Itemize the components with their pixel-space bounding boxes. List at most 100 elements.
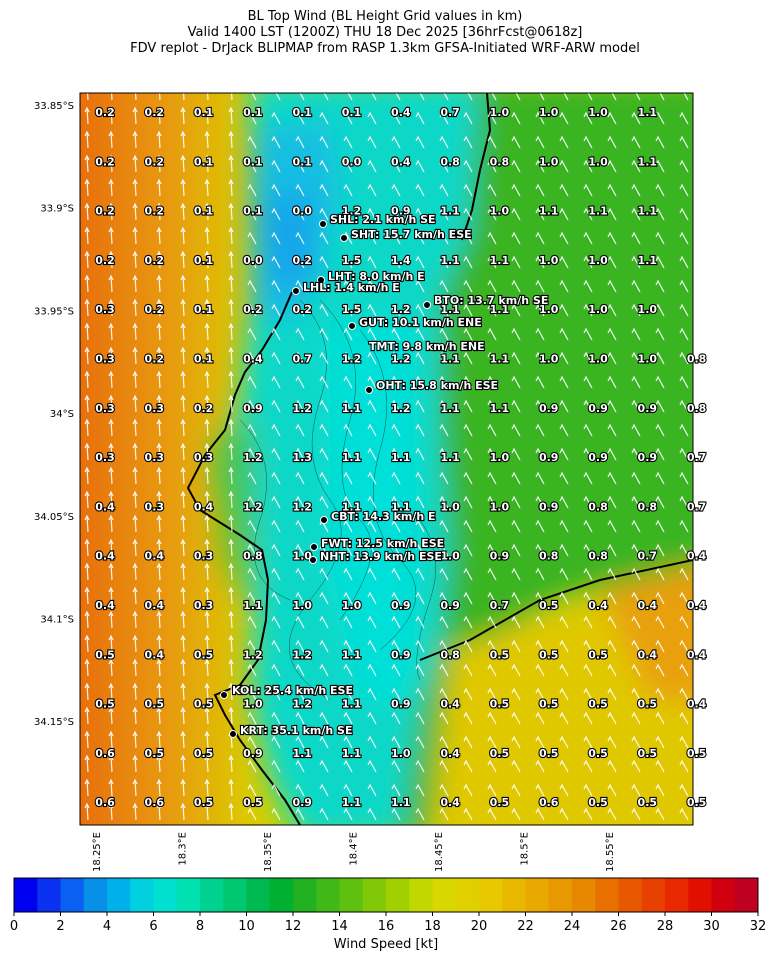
wind-arrow	[156, 538, 162, 557]
wind-arrow	[439, 375, 449, 389]
wind-arrow	[559, 711, 569, 725]
wind-arrow	[391, 135, 401, 149]
wind-arrow	[487, 183, 497, 197]
colorbar-cell	[479, 878, 503, 912]
wind-arrow	[319, 567, 329, 581]
wind-arrow	[271, 351, 281, 365]
wind-arrow	[108, 682, 114, 701]
grid-value: 0.2	[145, 303, 165, 316]
wind-arrow	[655, 735, 665, 749]
wind-arrow	[607, 807, 617, 821]
wind-arrow	[180, 682, 186, 701]
wind-arrow	[535, 399, 545, 413]
wind-arrow	[156, 586, 162, 605]
wind-arrow	[487, 735, 497, 749]
wind-arrow	[655, 375, 665, 389]
wind-arrow	[607, 231, 617, 245]
colorbar-tick-label: 24	[564, 919, 581, 934]
wind-arrow	[391, 375, 401, 389]
wind-arrow	[655, 255, 665, 269]
wind-arrow	[463, 471, 473, 485]
grid-value: 0.9	[391, 698, 411, 711]
wind-arrow	[487, 519, 497, 533]
wind-arrow	[464, 93, 473, 101]
wind-arrow	[180, 754, 186, 773]
wind-arrow	[487, 375, 497, 389]
wind-arrow	[631, 231, 641, 245]
wind-arrow	[84, 442, 90, 461]
wind-arrow	[343, 711, 353, 725]
wind-arrow	[607, 399, 617, 413]
wind-arrow	[228, 250, 234, 269]
wind-arrow	[559, 135, 569, 149]
colorbar-tick-label: 6	[149, 919, 157, 934]
wind-arrow	[132, 682, 138, 701]
wind-arrow	[228, 586, 234, 605]
wind-arrow	[343, 543, 353, 557]
wind-arrow	[559, 183, 569, 197]
wind-arrow	[439, 639, 449, 653]
wind-arrow	[535, 255, 545, 269]
wind-arrow	[439, 279, 449, 293]
wind-arrow	[655, 567, 665, 581]
wind-arrow	[583, 351, 593, 365]
grid-value: 0.6	[145, 796, 165, 809]
wind-arrow	[559, 663, 569, 677]
wind-arrow	[463, 591, 473, 605]
wind-arrow	[295, 687, 305, 701]
wind-arrow	[204, 202, 210, 221]
grid-value: 0.9	[539, 402, 559, 415]
wind-arrow	[295, 231, 305, 245]
wind-arrow	[535, 783, 545, 797]
wind-arrow	[583, 783, 593, 797]
wind-arrow	[156, 202, 162, 221]
wind-arrow	[607, 183, 617, 197]
wind-arrow	[655, 303, 665, 317]
wind-arrow	[631, 159, 641, 173]
wind-arrow	[631, 183, 641, 197]
wind-arrow	[391, 519, 401, 533]
wind-arrow	[180, 298, 186, 317]
grid-value: 0.4	[145, 599, 165, 612]
colorbar-tick-label: 18	[424, 919, 441, 934]
grid-value: 0.4	[687, 648, 707, 661]
wind-arrow	[511, 231, 521, 245]
wind-arrow	[607, 615, 617, 629]
wind-arrow	[631, 687, 641, 701]
wind-arrow	[156, 418, 162, 437]
grid-value: 0.9	[391, 599, 411, 612]
wind-arrow	[295, 759, 305, 773]
wind-arrow	[228, 226, 234, 245]
wind-arrow	[295, 591, 305, 605]
wind-arrow	[204, 778, 210, 797]
wind-arrow	[416, 93, 425, 101]
grid-value: 1.1	[440, 353, 460, 366]
grid-value: 0.0	[243, 254, 263, 267]
lon-label: 18.55°E	[605, 832, 616, 872]
lon-label: 18.45°E	[434, 832, 445, 872]
wind-arrow	[271, 279, 281, 293]
grid-value: 1.2	[292, 500, 312, 513]
grid-value: 0.3	[95, 353, 115, 366]
wind-arrow	[156, 610, 162, 629]
station-label: NHT: 13.9 km/h ESE	[320, 550, 442, 563]
wind-arrow	[535, 279, 545, 293]
wind-arrow	[655, 495, 665, 509]
wind-arrow	[607, 447, 617, 461]
wind-arrow	[487, 759, 497, 773]
grid-value: 0.1	[194, 205, 214, 218]
wind-arrow	[367, 663, 377, 677]
wind-arrow	[180, 706, 186, 725]
wind-arrow	[415, 519, 425, 533]
wind-arrow	[607, 495, 617, 509]
wind-arrow	[607, 567, 617, 581]
wind-arrow	[180, 490, 186, 509]
wind-arrow	[180, 442, 186, 461]
wind-arrow	[439, 663, 449, 677]
wind-arrow	[295, 111, 305, 125]
wind-arrow	[271, 495, 281, 509]
wind-arrow	[535, 663, 545, 677]
wind-arrow	[367, 495, 377, 509]
grid-value: 0.4	[440, 747, 460, 760]
wind-arrow	[583, 591, 593, 605]
